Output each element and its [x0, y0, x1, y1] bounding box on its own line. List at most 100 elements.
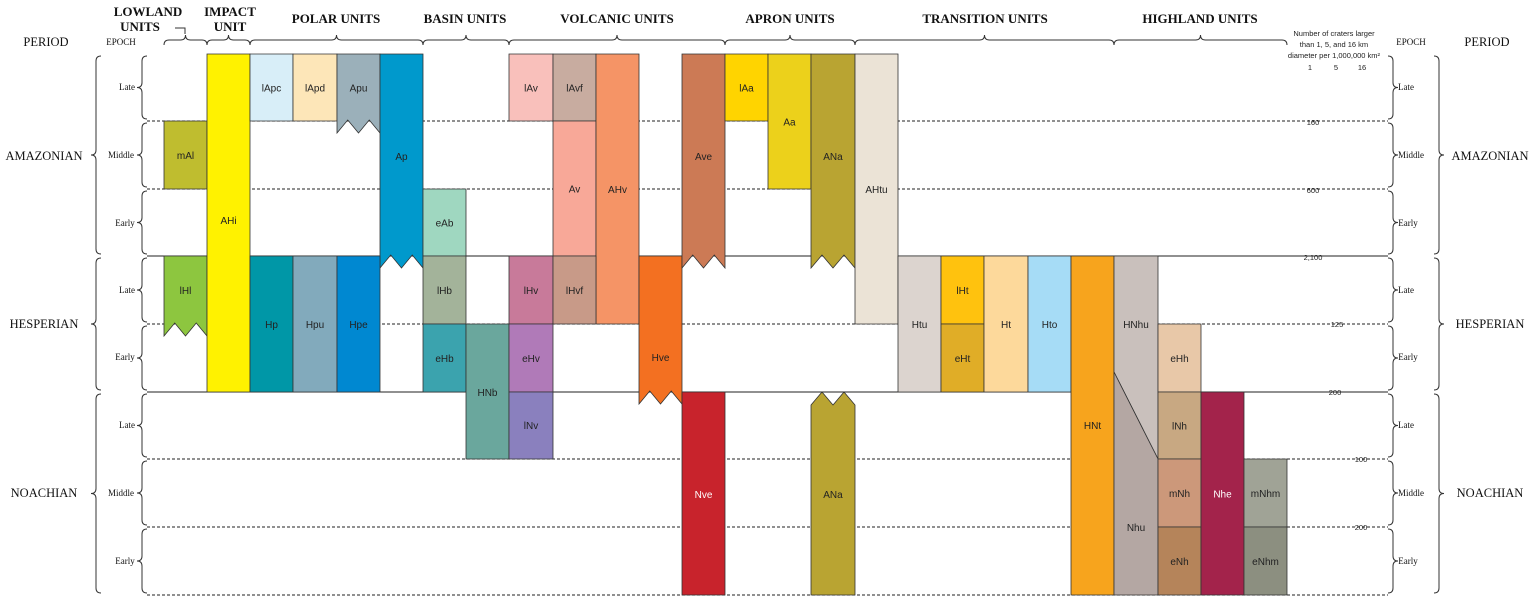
unit-label: lNh [1172, 422, 1187, 433]
crater-note-line-1: Number of craters larger [1293, 29, 1375, 38]
epoch-header-right: EPOCH [1396, 37, 1426, 47]
period-brace [90, 55, 102, 255]
unit-AHv: AHv [595, 53, 640, 325]
crater-count-160: 160 [1307, 118, 1320, 127]
epoch-late-amazonian-right: Late [1398, 82, 1414, 92]
unit-label: Aa [783, 118, 796, 129]
period-brace [1387, 55, 1399, 120]
unit-label: Ap [395, 152, 408, 163]
unit-mAl: mAl [163, 120, 208, 190]
group-title-lowland: LOWLAND [114, 4, 183, 19]
unit-eNh: eNh [1157, 526, 1202, 596]
unit-lApd: lApd [292, 53, 338, 122]
unit-label: HNhu [1123, 320, 1149, 331]
group-title-polar: POLAR UNITS [292, 11, 381, 26]
group-title-impact: IMPACT [204, 4, 256, 19]
period-header-right: PERIOD [1464, 35, 1509, 49]
unit-HNt: HNt [1070, 255, 1115, 596]
group-title-basin: BASIN UNITS [424, 11, 507, 26]
unit-Hpu: Hpu [292, 255, 338, 393]
unit-label: AHtu [865, 185, 887, 196]
period-brace [1433, 55, 1445, 255]
unit-label: Nhe [1213, 490, 1232, 501]
unit-box [508, 391, 554, 460]
unit-label: AHv [608, 185, 627, 196]
group-title-transition: TRANSITION UNITS [922, 11, 1047, 26]
unit-label: lHv [524, 286, 538, 297]
group-brace [508, 34, 726, 46]
unit-lHv: lHv [508, 255, 554, 325]
unit-label: eHt [955, 354, 971, 365]
period-brace [136, 190, 148, 255]
epoch-middle-noachian-left: Middle [108, 488, 134, 498]
period-brace [1387, 257, 1399, 323]
unit-eHh: eHh [1157, 323, 1202, 393]
unit-Apu: Apu [336, 53, 381, 135]
period-amazonian-left: AMAZONIAN [5, 149, 82, 163]
crater-count-100: 100 [1355, 455, 1368, 464]
unit-label: lHt [956, 286, 968, 297]
unit-lHl: lHl [163, 255, 208, 338]
unit-HNb: HNb [465, 323, 510, 460]
unit-label: HNb [477, 388, 497, 399]
unit-Hve: Hve [638, 255, 683, 406]
unit-box [810, 391, 856, 596]
period-amazonian-right: AMAZONIAN [1451, 149, 1528, 163]
period-brace [1433, 257, 1445, 391]
unit-lHb: lHb [422, 255, 467, 325]
unit-label: lHl [180, 286, 192, 297]
group-brace [1113, 34, 1288, 46]
unit-label: Htu [912, 320, 928, 331]
group-brace [206, 34, 251, 46]
unit-label: mNh [1169, 489, 1190, 500]
unit-label: eHb [435, 354, 454, 365]
unit-lHvf: lHvf [552, 255, 597, 325]
unit-label: lHvf [566, 286, 583, 297]
unit-label: Apu [350, 84, 368, 95]
unit-label: Hp [265, 320, 278, 331]
period-brace [90, 393, 102, 594]
period-brace [1387, 190, 1399, 255]
period-header-left: PERIOD [23, 35, 68, 49]
unit-label: ANa [823, 152, 843, 163]
unit-Hp: Hp [249, 255, 294, 393]
group-brace [422, 34, 510, 46]
unit-label: lAv [524, 84, 538, 95]
unit-mNhm: mNhm [1243, 458, 1288, 528]
epoch-header-left: EPOCH [106, 37, 136, 47]
period-brace [136, 393, 148, 458]
unit-box [638, 255, 683, 406]
period-brace [1387, 325, 1399, 391]
group-title-highland: HIGHLAND UNITS [1142, 11, 1257, 26]
unit-label: Ht [1001, 320, 1011, 331]
unit-label: lNv [524, 421, 538, 432]
epoch-late-hesperian-left: Late [119, 285, 135, 295]
unit-box [379, 53, 424, 270]
unit-label: Ave [695, 152, 712, 163]
unit-label: Nve [695, 490, 713, 501]
unit-label: AHi [220, 216, 236, 227]
epoch-early-hesperian-left: Early [115, 352, 135, 362]
period-brace [136, 460, 148, 526]
unit-lAvf: lAvf [552, 53, 597, 122]
period-brace [1387, 393, 1399, 458]
crater-note-line-2: than 1, 5, and 16 km [1300, 40, 1368, 49]
epoch-early-amazonian-right: Early [1398, 218, 1418, 228]
epoch-late-noachian-left: Late [119, 420, 135, 430]
epoch-early-noachian-right: Early [1398, 556, 1418, 566]
unit-label: Hto [1042, 320, 1058, 331]
unit-Nve: Nve [681, 391, 726, 596]
group-title-lowland-2: UNITS [120, 19, 160, 34]
period-brace [1387, 122, 1399, 188]
period-brace [1433, 393, 1445, 594]
unit-label: eNh [1170, 557, 1188, 568]
period-brace [136, 325, 148, 391]
group-title-volcanic: VOLCANIC UNITS [560, 11, 674, 26]
crater-size-16: 16 [1358, 63, 1366, 72]
unit-Hto: Hto [1027, 255, 1072, 393]
unit-lAv: lAv [508, 53, 554, 122]
unit-eHv: eHv [508, 323, 554, 393]
group-brace [724, 34, 856, 46]
unit-label: eHv [522, 354, 540, 365]
